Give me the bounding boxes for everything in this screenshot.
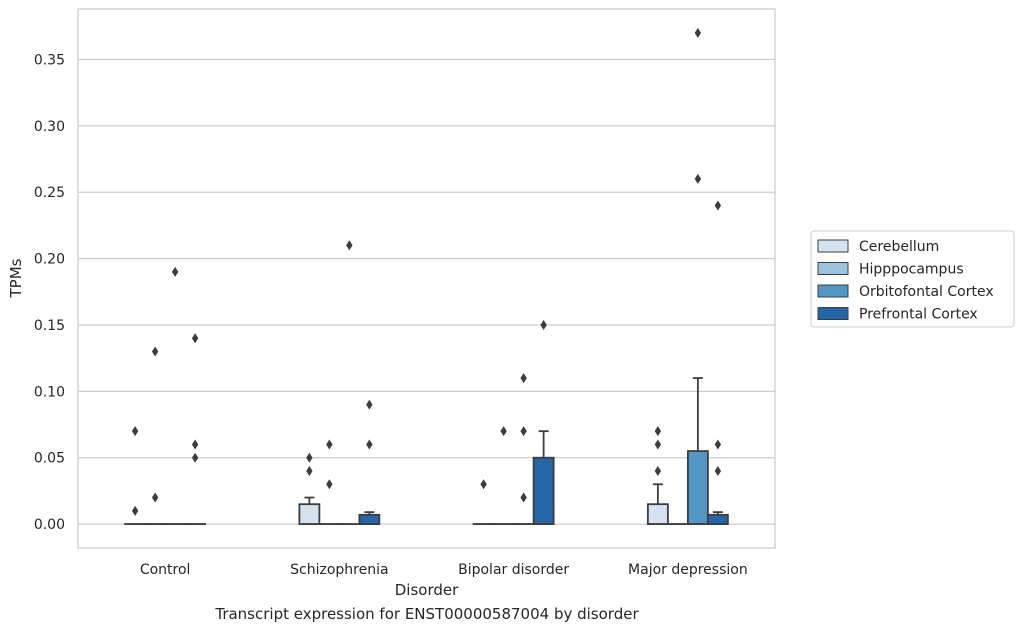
outlier-point xyxy=(171,266,179,277)
x-tick-label: Control xyxy=(140,562,191,578)
outlier-point xyxy=(654,439,662,450)
legend-entry: Orbitofontal Cortex xyxy=(859,284,994,300)
box-hipppocampus xyxy=(318,439,341,526)
box-cerebellum xyxy=(646,426,669,526)
y-tick-label: 0.20 xyxy=(34,252,65,268)
legend-entry: Hipppocampus xyxy=(859,262,964,278)
box-series xyxy=(124,27,729,526)
chart-caption: Transcript expression for ENST0000058700… xyxy=(215,605,639,623)
outlier-point xyxy=(366,439,373,450)
plot-frame xyxy=(77,8,776,549)
box-orbitofontal-cortex xyxy=(164,266,187,526)
outlier-point xyxy=(654,466,662,476)
outlier-point xyxy=(500,426,507,437)
box-rect xyxy=(358,513,381,526)
y-tick-label: 0.15 xyxy=(34,318,65,334)
box-rect xyxy=(686,450,709,526)
box-orbitofontal-cortex xyxy=(686,27,709,526)
outlier-point xyxy=(694,27,702,38)
box-cerebellum xyxy=(472,479,495,526)
box-prefrontal-cortex xyxy=(184,333,207,526)
box-prefrontal-cortex xyxy=(706,200,729,526)
y-tick-label: 0.30 xyxy=(34,119,65,135)
y-tick-label: 0.05 xyxy=(34,451,65,467)
y-tick-label: 0.00 xyxy=(34,517,65,533)
outlier-point xyxy=(520,373,527,384)
box-hipppocampus xyxy=(144,346,167,526)
box-hipppocampus xyxy=(492,426,515,526)
y-tick-label: 0.10 xyxy=(34,384,65,400)
legend-swatch xyxy=(817,262,849,275)
outlier-point xyxy=(520,492,527,503)
outlier-point xyxy=(366,399,373,410)
x-axis-label: Disorder xyxy=(395,581,459,599)
legend-swatch xyxy=(817,284,849,298)
outlier-point xyxy=(326,479,333,490)
outlier-point xyxy=(540,319,547,330)
legend-swatch xyxy=(817,239,849,253)
outlier-point xyxy=(714,439,722,450)
legend-frame xyxy=(810,230,1015,328)
box-rect xyxy=(646,503,669,526)
box-rect xyxy=(532,456,555,526)
outlier-point xyxy=(131,505,139,516)
outlier-point xyxy=(480,479,487,490)
x-tick-label: Major depression xyxy=(628,562,748,578)
outlier-point xyxy=(191,333,199,344)
box-prefrontal-cortex xyxy=(358,399,381,526)
legend: Cerebellum Hipppocampus Orbitofontal Corte… xyxy=(810,230,1015,328)
outlier-point xyxy=(654,426,662,437)
y-tick-label: 0.25 xyxy=(34,185,65,201)
x-tick-label: Schizophrenia xyxy=(290,562,388,578)
legend-swatch xyxy=(817,307,849,320)
outlier-point xyxy=(306,452,313,463)
box-rect xyxy=(706,513,729,526)
outlier-point xyxy=(714,466,722,476)
outlier-point xyxy=(326,439,333,450)
box-cerebellum xyxy=(298,452,321,526)
legend-entry: Cerebellum xyxy=(859,239,939,255)
outlier-point xyxy=(714,200,722,211)
box-orbitofontal-cortex xyxy=(512,373,535,526)
outlier-point xyxy=(694,173,702,184)
y-tick-labels: 0.00 0.05 0.10 0.15 0.20 0.25 0.30 0.35 xyxy=(34,52,65,533)
x-tick-labels: Control Schizophrenia Bipolar disorder Majo… xyxy=(140,562,748,578)
outlier-point xyxy=(306,466,313,476)
outlier-point xyxy=(191,439,199,450)
outlier-point xyxy=(151,346,159,357)
outlier-point xyxy=(520,426,527,437)
x-tick-label: Bipolar disorder xyxy=(458,562,569,578)
y-axis-label: TPMs xyxy=(7,258,25,298)
box-orbitofontal-cortex xyxy=(338,240,361,526)
outlier-point xyxy=(151,492,159,503)
box-cerebellum xyxy=(124,426,147,526)
outlier-point xyxy=(131,426,139,437)
outlier-point xyxy=(191,452,199,463)
grid-lines xyxy=(78,58,775,525)
legend-entry: Prefrontal Cortex xyxy=(859,307,978,323)
box-prefrontal-cortex xyxy=(532,319,555,526)
outlier-point xyxy=(346,240,353,251)
y-tick-label: 0.35 xyxy=(34,52,65,68)
box-rect xyxy=(298,503,321,526)
